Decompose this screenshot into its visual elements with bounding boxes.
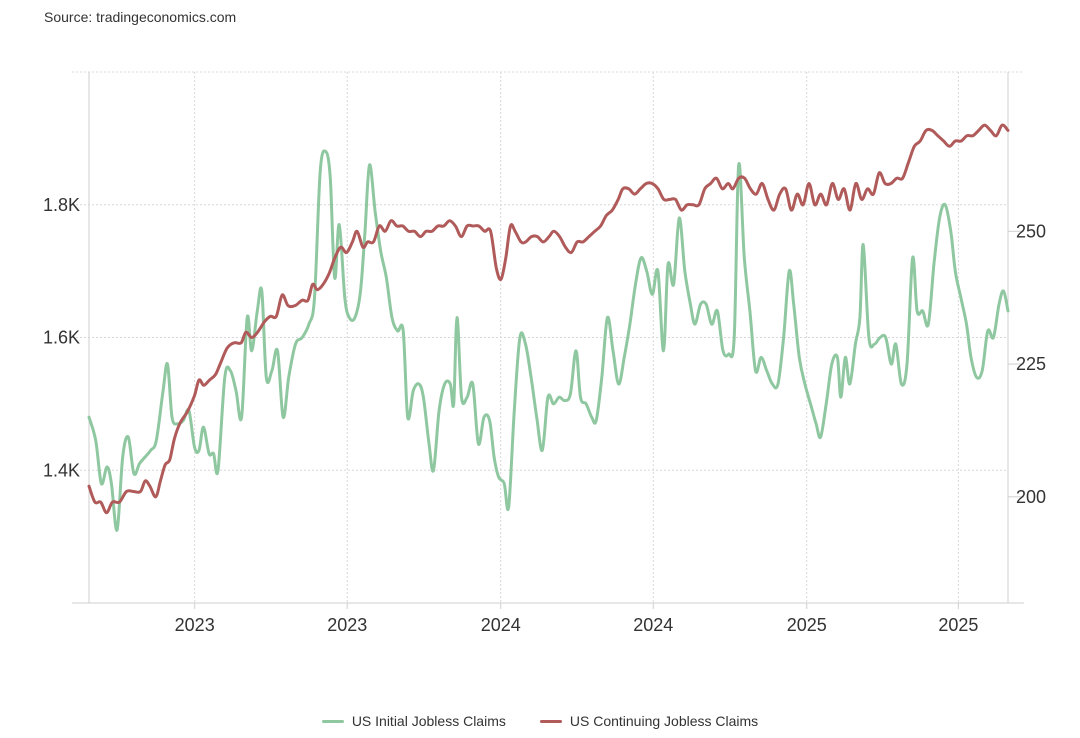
series-layer bbox=[87, 123, 1010, 532]
y-left-tick-label: 1.6K bbox=[43, 328, 80, 348]
legend-item-initial[interactable]: US Initial Jobless Claims bbox=[321, 713, 506, 729]
y-right-tick-label: 225 bbox=[1016, 354, 1046, 374]
source-label: Source: tradingeconomics.com bbox=[44, 9, 237, 25]
chart-svg: 1.4K 1.6K 1.8K 200 225 250 2023 2023 2024 2024 202… bbox=[43, 71, 1046, 635]
x-tick-label: 2023 bbox=[175, 615, 215, 635]
series-line-initial-claims[interactable] bbox=[87, 149, 1010, 532]
x-tick-label: 2023 bbox=[327, 615, 367, 635]
legend-item-continuing[interactable]: US Continuing Jobless Claims bbox=[539, 713, 759, 729]
legend-swatch-initial bbox=[321, 719, 344, 723]
axis-layer: 1.4K 1.6K 1.8K 200 225 250 2023 2023 2024 2024 202… bbox=[43, 72, 1046, 635]
y-right-tick-label: 250 bbox=[1016, 221, 1046, 241]
series-line-continuing-claims[interactable] bbox=[87, 123, 1010, 515]
y-left-tick-label: 1.8K bbox=[43, 195, 80, 215]
legend-label-continuing: US Continuing Jobless Claims bbox=[569, 713, 759, 729]
x-tick-label: 2025 bbox=[787, 615, 827, 635]
legend-label-initial: US Initial Jobless Claims bbox=[351, 713, 506, 729]
x-tick-label: 2025 bbox=[938, 615, 978, 635]
legend-swatch-continuing bbox=[539, 719, 562, 723]
y-right-tick-label: 200 bbox=[1016, 487, 1046, 507]
x-tick-label: 2024 bbox=[481, 615, 521, 635]
legend: US Initial Jobless Claims US Continuing … bbox=[0, 713, 1080, 729]
y-left-tick-label: 1.4K bbox=[43, 460, 80, 480]
x-tick-label: 2024 bbox=[633, 615, 673, 635]
